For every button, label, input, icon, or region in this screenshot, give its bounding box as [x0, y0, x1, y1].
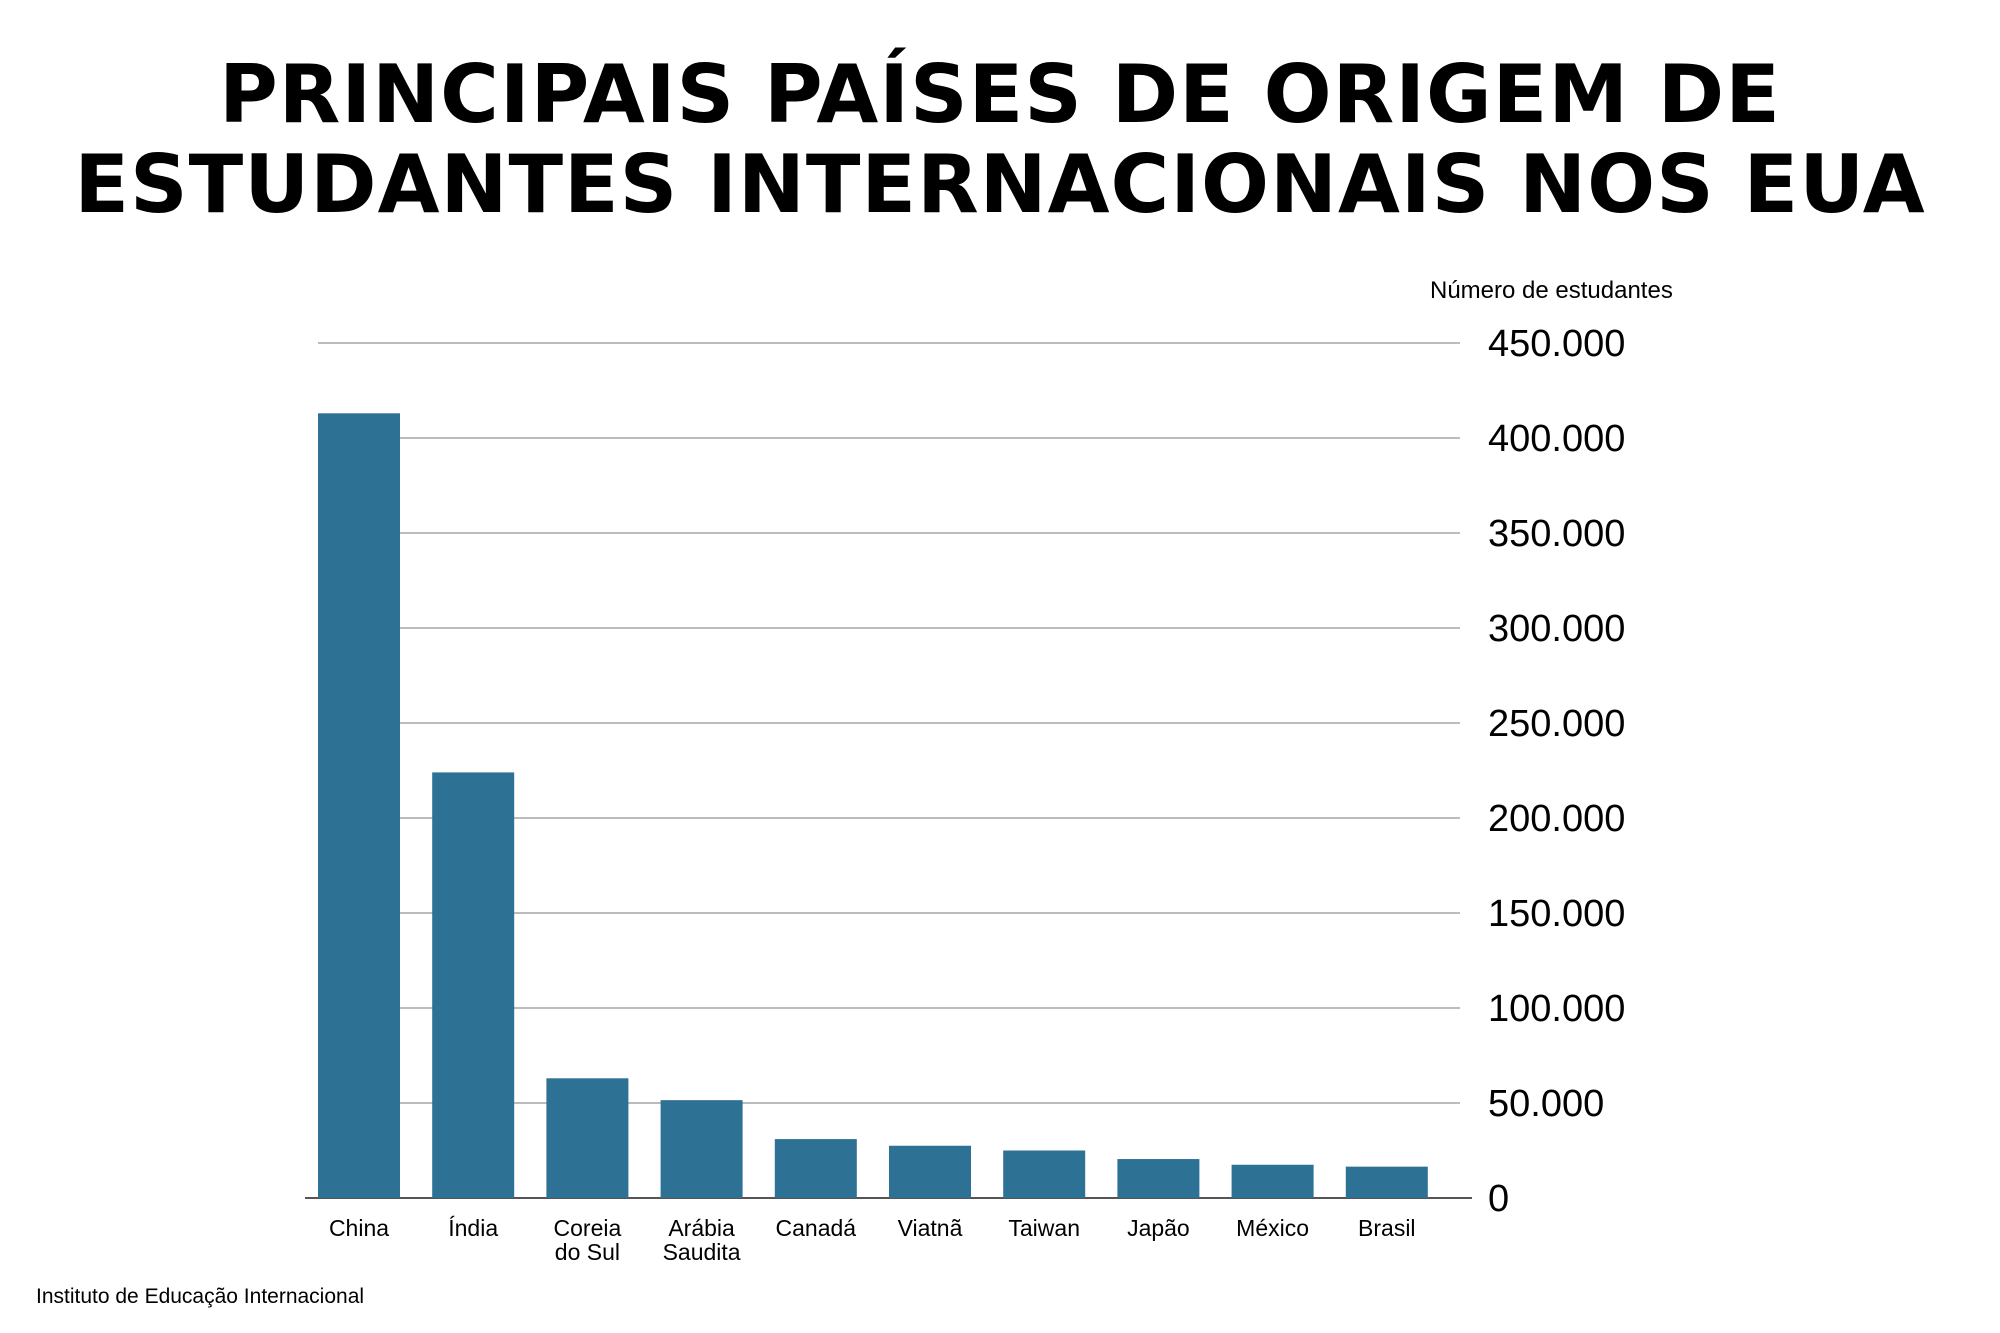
- bar: [1231, 1164, 1314, 1198]
- x-tick-label: México: [1236, 1215, 1309, 1241]
- bar: [1345, 1166, 1428, 1198]
- bar: [546, 1078, 629, 1198]
- x-tick-label: Arábia: [668, 1215, 735, 1241]
- x-tick-label: Saudita: [663, 1239, 741, 1265]
- x-tick-label: Brasil: [1358, 1215, 1416, 1241]
- x-tick-label: Japão: [1127, 1215, 1190, 1241]
- y-tick-label: 0: [1488, 1178, 1509, 1220]
- bar: [774, 1139, 857, 1198]
- bar: [660, 1100, 743, 1198]
- x-tick-label: China: [329, 1215, 389, 1241]
- x-tick-label: Canadá: [776, 1215, 857, 1241]
- x-tick-label: Coreia: [554, 1215, 622, 1241]
- x-tick-label: Viatnã: [898, 1215, 963, 1241]
- chart-title: PRINCIPAIS PAÍSES DE ORIGEM DE ESTUDANTE…: [0, 50, 2000, 230]
- x-tick-label: do Sul: [555, 1239, 620, 1265]
- y-tick-label: 400.000: [1488, 418, 1625, 460]
- y-tick-label: 150.000: [1488, 893, 1625, 935]
- y-tick-label: 350.000: [1488, 513, 1625, 555]
- x-tick-label: Taiwan: [1008, 1215, 1080, 1241]
- bars: [318, 413, 1428, 1198]
- bar: [432, 772, 515, 1198]
- y-tick-label: 50.000: [1488, 1083, 1604, 1125]
- bar: [318, 413, 400, 1198]
- y-tick-label: 200.000: [1488, 798, 1625, 840]
- chart-title-line-2: ESTUDANTES INTERNACIONAIS NOS EUA: [74, 138, 1926, 231]
- y-tick-labels: 0 50.000 100.000 150.000 200.000 250.000 300.0…: [1488, 323, 1625, 1220]
- source-note: Instituto de Educação Internacional: [36, 1285, 365, 1308]
- y-tick-label: 450.000: [1488, 323, 1625, 365]
- bar: [889, 1145, 971, 1198]
- y-tick-label: 300.000: [1488, 608, 1625, 650]
- y-tick-label: 100.000: [1488, 988, 1625, 1030]
- chart-title-line-1: PRINCIPAIS PAÍSES DE ORIGEM DE: [219, 48, 1781, 141]
- y-axis-label: Número de estudantes: [1430, 277, 1673, 304]
- y-tick-label: 250.000: [1488, 703, 1625, 745]
- x-tick-label: Índia: [448, 1215, 498, 1241]
- bar: [1003, 1150, 1086, 1198]
- bar: [1117, 1159, 1200, 1198]
